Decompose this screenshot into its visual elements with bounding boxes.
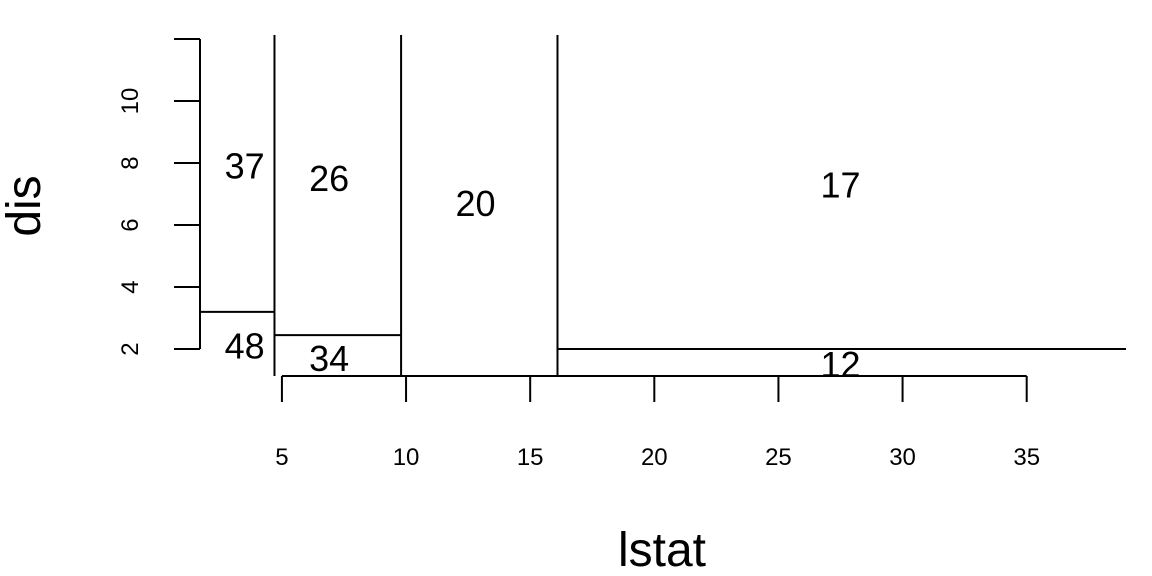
x-tick-label-4: 25	[765, 444, 792, 471]
y-tick-label-0: 2	[117, 342, 144, 355]
x-axis: 5 10 15 20 25 30 35	[275, 375, 1040, 471]
x-axis-title: lstat	[618, 524, 706, 576]
x-tick-label-2: 15	[517, 444, 544, 471]
partition-lines	[200, 35, 1126, 376]
x-tick-label-6: 35	[1013, 444, 1040, 471]
y-tick-label-3: 8	[117, 156, 144, 169]
region-label-2: 26	[309, 158, 349, 199]
y-axis-title: dis	[0, 175, 51, 236]
region-label-3: 34	[309, 338, 349, 379]
region-label-1: 48	[225, 326, 265, 367]
y-tick-label-2: 6	[117, 218, 144, 231]
region-labels: 37 48 26 34 20 17 12	[225, 146, 861, 385]
x-tick-label-3: 20	[641, 444, 668, 471]
y-tick-label-1: 4	[117, 280, 144, 293]
y-tick-label-4: 10	[117, 88, 144, 115]
x-tick-label-5: 30	[889, 444, 916, 471]
region-label-4: 20	[456, 183, 496, 224]
region-label-6: 12	[820, 344, 860, 385]
y-axis: 2 4 6 8 10	[117, 38, 201, 356]
x-tick-label-0: 5	[275, 444, 288, 471]
region-label-0: 37	[225, 146, 265, 187]
x-tick-label-1: 10	[393, 444, 420, 471]
region-label-5: 17	[820, 164, 860, 205]
